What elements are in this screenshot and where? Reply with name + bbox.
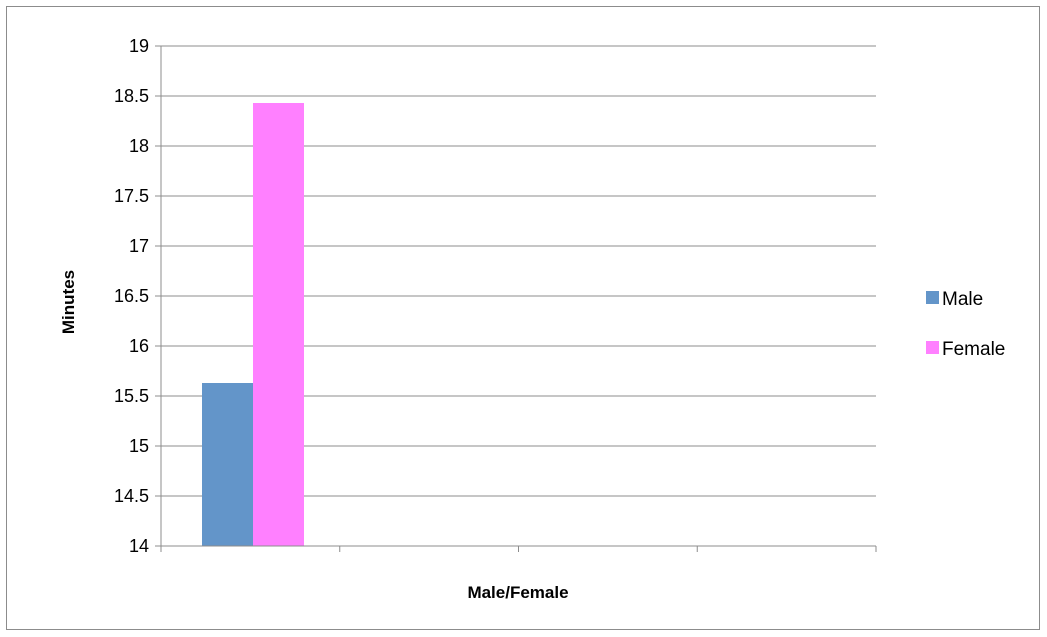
chart-svg: 14 14.5 15 15.5 16 16.5 17 17.5 18 18.5 19 Minutes… <box>59 36 1005 602</box>
legend-swatch-male <box>926 291 939 304</box>
y-tick-label: 16.5 <box>114 286 149 306</box>
y-tick-label: 18 <box>129 136 149 156</box>
y-tick-label: 19 <box>129 36 149 56</box>
bar-male <box>202 383 253 546</box>
y-tick-label: 15.5 <box>114 386 149 406</box>
y-tick-labels: 14 14.5 15 15.5 16 16.5 17 17.5 18 18.5 19 <box>114 36 149 556</box>
y-tick-label: 14.5 <box>114 486 149 506</box>
legend: Male Female <box>926 289 1005 360</box>
legend-label-male: Male <box>942 289 983 310</box>
axes <box>155 45 877 552</box>
bar-female <box>253 103 304 546</box>
y-tick-label: 14 <box>129 536 149 556</box>
y-tick-label: 17.5 <box>114 186 149 206</box>
legend-label-female: Female <box>942 339 1005 360</box>
legend-swatch-female <box>926 341 939 354</box>
x-axis-title: Male/Female <box>467 583 568 602</box>
y-tick-label: 18.5 <box>114 86 149 106</box>
y-axis-title: Minutes <box>59 270 78 334</box>
bars <box>202 103 304 546</box>
y-tick-label: 17 <box>129 236 149 256</box>
y-tick-label: 15 <box>129 436 149 456</box>
chart-frame: 14 14.5 15 15.5 16 16.5 17 17.5 18 18.5 19 Minutes… <box>6 6 1040 630</box>
y-tick-label: 16 <box>129 336 149 356</box>
